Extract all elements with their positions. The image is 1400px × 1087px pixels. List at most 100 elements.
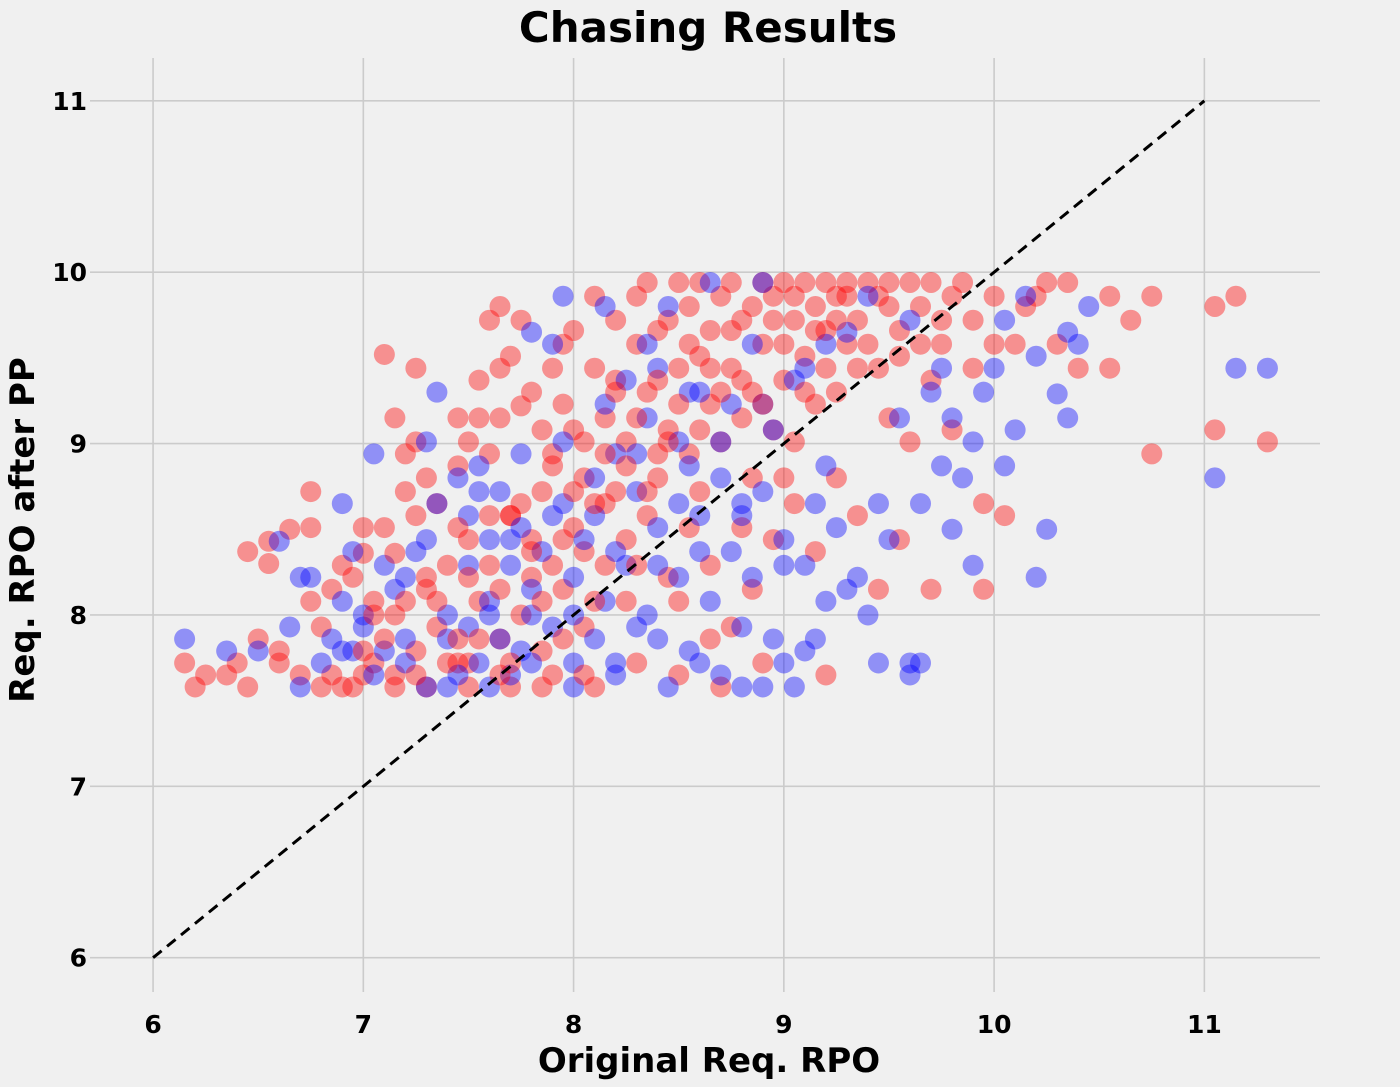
- data-point-1-14: [352, 604, 374, 626]
- data-point-2-50: [888, 345, 910, 367]
- data-point-2-30: [668, 393, 690, 415]
- data-point-0-162: [815, 664, 837, 686]
- data-point-1-136: [941, 407, 963, 429]
- data-point-0-161: [825, 467, 847, 489]
- data-point-1-47: [552, 493, 574, 515]
- data-point-0-70: [594, 407, 616, 429]
- data-point-0-107: [783, 431, 805, 453]
- data-point-0-150: [1120, 309, 1142, 331]
- data-point-1-130: [1225, 357, 1247, 379]
- data-point-1-155: [773, 554, 795, 576]
- data-point-0-30: [384, 407, 406, 429]
- data-point-2-42: [794, 381, 816, 403]
- data-point-0-200: [542, 554, 564, 576]
- data-point-2-16: [521, 541, 543, 563]
- data-point-2-35: [720, 319, 742, 341]
- data-point-0-181: [426, 616, 448, 638]
- data-point-1-108: [910, 652, 932, 674]
- data-point-1-165: [794, 357, 816, 379]
- data-point-0-40: [447, 407, 469, 429]
- data-point-0-73: [605, 369, 627, 391]
- data-point-1-49: [563, 652, 585, 674]
- data-point-1-168: [373, 554, 395, 576]
- data-point-1-102: [867, 493, 889, 515]
- data-point-1-78: [720, 541, 742, 563]
- data-point-0-139: [983, 285, 1005, 307]
- y-tick-label-1: 7: [70, 772, 87, 801]
- data-point-1-19: [394, 566, 416, 588]
- data-point-1-48: [563, 566, 585, 588]
- data-point-0-189: [457, 676, 479, 698]
- data-point-1-116: [983, 357, 1005, 379]
- data-point-1-100: [857, 604, 879, 626]
- data-point-0-35: [405, 431, 427, 453]
- data-point-0-76: [626, 333, 648, 355]
- data-point-0-140: [994, 505, 1016, 527]
- data-point-1-128: [1067, 333, 1089, 355]
- data-point-0-0: [174, 652, 196, 674]
- data-point-0-88: [689, 345, 711, 367]
- data-point-0-55: [510, 395, 532, 417]
- reference-line: [152, 99, 1206, 959]
- data-point-1-104: [888, 407, 910, 429]
- data-point-0-3: [216, 664, 238, 686]
- data-point-0-95: [720, 357, 742, 379]
- data-point-1-89: [783, 369, 805, 391]
- data-point-0-90: [699, 393, 721, 415]
- x-tick-label-0: 6: [144, 1010, 161, 1039]
- data-point-1-2: [247, 640, 269, 662]
- data-point-1-125: [1057, 321, 1079, 343]
- data-point-1-157: [457, 554, 479, 576]
- data-point-1-164: [752, 393, 774, 415]
- data-point-1-60: [626, 616, 648, 638]
- data-point-0-191: [542, 664, 564, 686]
- data-point-1-127: [1078, 295, 1100, 317]
- data-point-1-40: [510, 640, 532, 662]
- data-point-1-66: [657, 676, 679, 698]
- data-point-1-56: [605, 664, 627, 686]
- data-point-0-84: [668, 272, 690, 294]
- data-point-2-47: [846, 357, 868, 379]
- data-point-2-45: [825, 309, 847, 331]
- data-point-0-23: [352, 542, 374, 564]
- data-point-0-205: [731, 517, 753, 539]
- data-point-2-38: [752, 393, 774, 415]
- data-point-0-20: [331, 676, 353, 698]
- data-point-0-202: [605, 481, 627, 503]
- data-point-0-103: [762, 419, 784, 441]
- data-point-0-61: [542, 443, 564, 465]
- data-point-2-44: [815, 357, 837, 379]
- data-point-1-42: [521, 321, 543, 343]
- data-point-0-57: [521, 566, 543, 588]
- data-point-0-175: [552, 578, 574, 600]
- data-point-0-87: [678, 443, 700, 465]
- data-point-0-129: [920, 369, 942, 391]
- data-point-0-192: [584, 676, 606, 698]
- data-point-1-94: [804, 628, 826, 650]
- data-point-0-11: [268, 652, 290, 674]
- data-point-0-149: [1099, 285, 1121, 307]
- data-point-1-88: [773, 652, 795, 674]
- data-point-1-7: [300, 566, 322, 588]
- data-point-0-100: [752, 272, 774, 294]
- data-point-2-8: [436, 652, 458, 674]
- data-point-0-101: [752, 333, 774, 355]
- data-point-2-49: [878, 295, 900, 317]
- data-point-1-29: [457, 505, 479, 527]
- data-point-1-6: [289, 676, 311, 698]
- data-point-1-79: [731, 493, 753, 515]
- data-point-2-10: [457, 566, 479, 588]
- data-point-0-89: [689, 272, 711, 294]
- data-point-0-102: [762, 285, 784, 307]
- data-point-0-111: [804, 393, 826, 415]
- data-point-0-133: [952, 272, 974, 294]
- data-point-0-142: [1015, 295, 1037, 317]
- data-point-1-137: [962, 431, 984, 453]
- data-point-0-7: [247, 628, 269, 650]
- data-point-1-92: [794, 640, 816, 662]
- data-point-1-175: [678, 381, 700, 403]
- data-point-0-31: [394, 481, 416, 503]
- data-point-1-32: [468, 652, 490, 674]
- data-point-2-11: [468, 628, 490, 650]
